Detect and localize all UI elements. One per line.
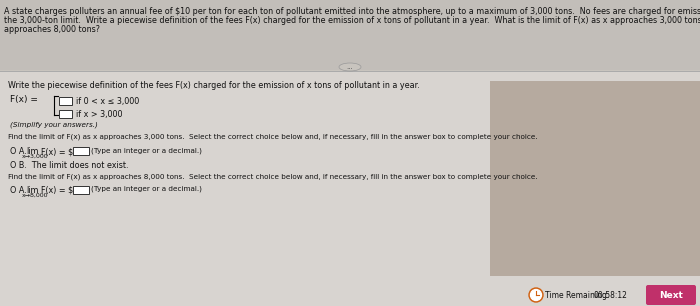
Text: ...: ... <box>346 64 354 70</box>
Text: O A.: O A. <box>10 186 27 195</box>
Circle shape <box>531 289 542 300</box>
FancyBboxPatch shape <box>59 110 72 118</box>
Text: Find the limit of F(x) as x approaches 8,000 tons.  Select the correct choice be: Find the limit of F(x) as x approaches 8… <box>8 173 538 180</box>
FancyBboxPatch shape <box>73 147 89 155</box>
Text: Write the piecewise definition of the fees F(x) charged for the emission of x to: Write the piecewise definition of the fe… <box>8 81 420 90</box>
Ellipse shape <box>339 63 361 71</box>
Text: if 0 < x ≤ 3,000: if 0 < x ≤ 3,000 <box>76 97 139 106</box>
Text: Find the limit of F(x) as x approaches 3,000 tons.  Select the correct choice be: Find the limit of F(x) as x approaches 3… <box>8 134 538 140</box>
Text: F(x) =: F(x) = <box>10 95 38 104</box>
Text: x→8,000: x→8,000 <box>22 193 48 198</box>
FancyBboxPatch shape <box>59 97 72 105</box>
Text: A state charges polluters an annual fee of $10 per ton for each ton of pollutant: A state charges polluters an annual fee … <box>4 7 700 16</box>
Text: (Type an integer or a decimal.): (Type an integer or a decimal.) <box>91 186 202 192</box>
Text: x→3,000: x→3,000 <box>22 154 48 159</box>
Circle shape <box>529 288 543 302</box>
FancyBboxPatch shape <box>0 0 700 70</box>
FancyBboxPatch shape <box>0 71 700 306</box>
Text: (Simplify your answers.): (Simplify your answers.) <box>10 122 98 129</box>
Text: Time Remaining:: Time Remaining: <box>545 290 610 300</box>
Text: F(x) = $: F(x) = $ <box>41 186 73 195</box>
Text: F(x) = $: F(x) = $ <box>41 147 73 156</box>
Text: lim: lim <box>26 186 38 195</box>
Text: (Type an integer or a decimal.): (Type an integer or a decimal.) <box>91 147 202 154</box>
FancyBboxPatch shape <box>490 81 700 276</box>
Text: Next: Next <box>659 290 683 300</box>
Text: lim: lim <box>26 147 38 156</box>
FancyBboxPatch shape <box>73 186 89 194</box>
Text: O A.: O A. <box>10 147 27 156</box>
FancyBboxPatch shape <box>0 284 700 306</box>
Text: 00:58:12: 00:58:12 <box>594 290 628 300</box>
Text: O B.  The limit does not exist.: O B. The limit does not exist. <box>10 161 129 170</box>
Text: if x > 3,000: if x > 3,000 <box>76 110 122 119</box>
Text: approaches 8,000 tons?: approaches 8,000 tons? <box>4 25 100 34</box>
Text: the 3,000-ton limit.  Write a piecewise definition of the fees F(x) charged for : the 3,000-ton limit. Write a piecewise d… <box>4 16 700 25</box>
FancyBboxPatch shape <box>646 285 696 305</box>
